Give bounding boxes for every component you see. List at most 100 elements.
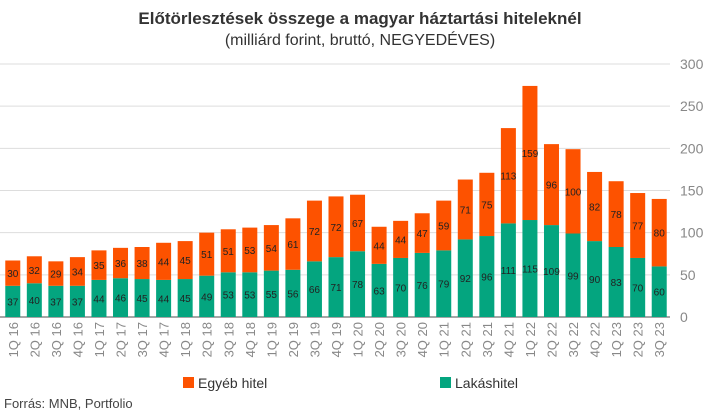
data-label: 82 bbox=[589, 203, 601, 214]
bar-egyéb-hitel bbox=[350, 194, 366, 252]
bar-egyéb-hitel bbox=[134, 247, 150, 280]
x-tick-label: 4Q 20 bbox=[415, 322, 430, 357]
data-label: 90 bbox=[589, 275, 601, 286]
bar-egyéb-hitel bbox=[5, 260, 21, 286]
data-label: 71 bbox=[460, 205, 472, 216]
bar-lakáshitel bbox=[177, 279, 193, 317]
x-tick-label: 3Q 22 bbox=[566, 322, 581, 357]
x-tick-label: 2Q 17 bbox=[114, 322, 129, 357]
x-tick-label: 4Q 18 bbox=[243, 322, 258, 357]
bar-lakáshitel bbox=[500, 223, 516, 317]
data-label: 51 bbox=[201, 250, 213, 261]
bar-lakáshitel bbox=[199, 275, 215, 317]
data-label: 44 bbox=[395, 235, 407, 246]
data-label: 92 bbox=[460, 274, 472, 285]
bar-lakáshitel bbox=[113, 278, 129, 317]
x-tick-label: 3Q 20 bbox=[394, 322, 409, 357]
bar-lakáshitel bbox=[328, 257, 344, 317]
data-label: 80 bbox=[654, 229, 666, 240]
x-tick-label: 2Q 18 bbox=[200, 322, 215, 357]
x-tick-label: 2Q 21 bbox=[458, 322, 473, 357]
bar-egyéb-hitel bbox=[242, 227, 258, 273]
data-label: 66 bbox=[309, 285, 321, 296]
x-tick-label: 1Q 21 bbox=[437, 322, 452, 357]
data-label: 45 bbox=[180, 294, 192, 305]
legend-label: Lakáshitel bbox=[455, 375, 518, 391]
data-label: 109 bbox=[543, 267, 560, 278]
y-tick-label: 100 bbox=[680, 225, 704, 241]
legend-swatch bbox=[440, 377, 451, 388]
data-label: 71 bbox=[330, 283, 342, 294]
x-tick-label: 2Q 22 bbox=[544, 322, 559, 357]
x-tick-label: 3Q 17 bbox=[135, 322, 150, 357]
bar-egyéb-hitel bbox=[587, 171, 603, 242]
data-label: 115 bbox=[522, 265, 538, 276]
chart-title: Előtörlesztések összege a magyar háztart… bbox=[138, 9, 581, 28]
bar-egyéb-hitel bbox=[608, 181, 624, 248]
bar-lakáshitel bbox=[263, 270, 279, 317]
x-tick-label: 4Q 19 bbox=[329, 322, 344, 357]
legend-label: Egyéb hitel bbox=[198, 375, 267, 391]
data-label: 34 bbox=[72, 267, 84, 278]
bar-lakáshitel bbox=[393, 257, 409, 317]
x-tick-label: 1Q 22 bbox=[523, 322, 538, 357]
bar-lakáshitel bbox=[436, 250, 452, 317]
bar-egyéb-hitel bbox=[393, 220, 409, 258]
bar-egyéb-hitel bbox=[522, 85, 538, 221]
data-label: 45 bbox=[137, 294, 149, 305]
data-label: 37 bbox=[50, 297, 62, 308]
bar-egyéb-hitel bbox=[371, 226, 387, 264]
data-label: 53 bbox=[244, 246, 256, 257]
bar-egyéb-hitel bbox=[543, 144, 559, 226]
bar-lakáshitel bbox=[651, 266, 667, 317]
x-tick-label: 4Q 22 bbox=[588, 322, 603, 357]
bar-lakáshitel bbox=[306, 261, 322, 317]
data-label: 37 bbox=[72, 297, 84, 308]
bar-lakáshitel bbox=[565, 233, 581, 317]
data-label: 96 bbox=[546, 181, 558, 192]
bar-egyéb-hitel bbox=[199, 232, 215, 276]
x-tick-label: 1Q 19 bbox=[264, 322, 279, 357]
data-label: 96 bbox=[481, 273, 493, 284]
data-label: 72 bbox=[309, 227, 321, 238]
bar-egyéb-hitel bbox=[651, 198, 667, 267]
bar-lakáshitel bbox=[242, 272, 258, 317]
x-tick-label: 4Q 16 bbox=[70, 322, 85, 357]
x-tick-label: 3Q 19 bbox=[307, 322, 322, 357]
y-tick-label: 300 bbox=[680, 56, 704, 72]
bar-lakáshitel bbox=[48, 285, 64, 317]
data-label: 61 bbox=[287, 240, 299, 251]
bar-egyéb-hitel bbox=[565, 149, 581, 234]
bar-egyéb-hitel bbox=[220, 229, 236, 273]
x-tick-label: 2Q 16 bbox=[27, 322, 42, 357]
legend-swatch bbox=[183, 377, 194, 388]
data-label: 79 bbox=[438, 280, 450, 291]
bar-lakáshitel bbox=[91, 279, 107, 317]
data-label: 77 bbox=[632, 221, 644, 232]
bar-lakáshitel bbox=[134, 279, 150, 317]
y-tick-label: 0 bbox=[680, 309, 688, 325]
data-label: 35 bbox=[93, 261, 105, 272]
chart-subtitle: (milliárd forint, bruttó, NEGYEDÉVES) bbox=[225, 30, 495, 49]
bar-lakáshitel bbox=[285, 269, 301, 317]
data-label: 54 bbox=[266, 244, 278, 255]
bar-egyéb-hitel bbox=[177, 241, 193, 280]
x-tick-label: 4Q 17 bbox=[157, 322, 172, 357]
bar-lakáshitel bbox=[371, 263, 387, 317]
x-tick-label: 1Q 18 bbox=[178, 322, 193, 357]
data-label: 60 bbox=[654, 288, 666, 299]
bar-lakáshitel bbox=[5, 285, 21, 317]
data-label: 59 bbox=[438, 221, 450, 232]
bar-egyéb-hitel bbox=[630, 193, 646, 258]
data-label: 72 bbox=[330, 223, 342, 234]
data-label: 100 bbox=[565, 187, 582, 198]
bar-lakáshitel bbox=[26, 283, 42, 317]
bar-egyéb-hitel bbox=[113, 247, 129, 279]
x-tick-label: 2Q 19 bbox=[286, 322, 301, 357]
bar-lakáshitel bbox=[608, 247, 624, 317]
data-label: 55 bbox=[266, 290, 278, 301]
bar-egyéb-hitel bbox=[457, 179, 473, 240]
data-label: 38 bbox=[137, 259, 149, 270]
bar-egyéb-hitel bbox=[48, 261, 64, 286]
x-tick-label: 3Q 23 bbox=[652, 322, 667, 357]
